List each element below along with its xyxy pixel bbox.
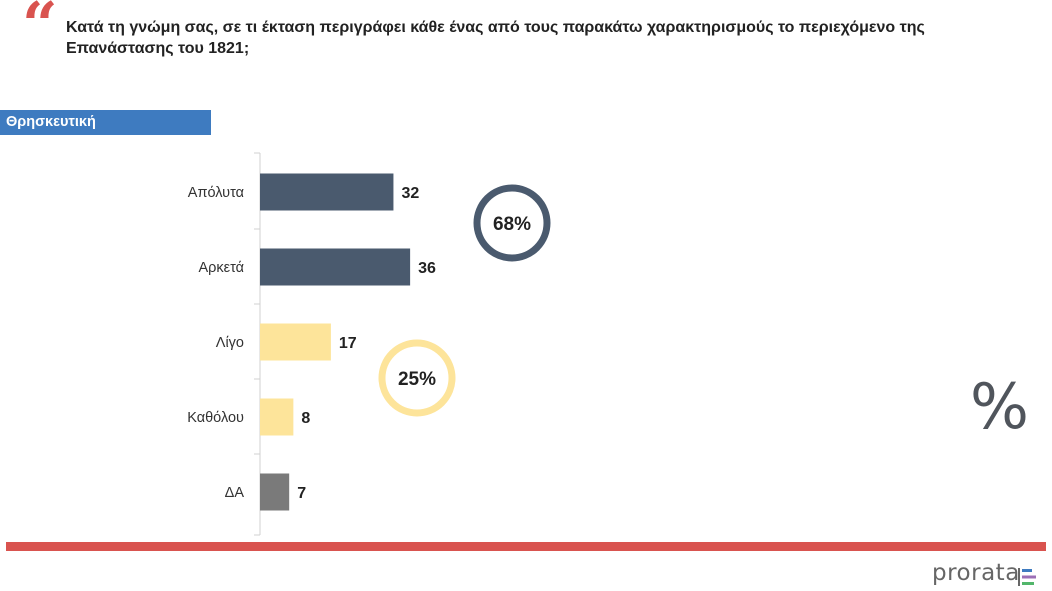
value-label: 36	[418, 260, 436, 277]
bar-chart: Απόλυτα Αρκετά Λίγο Καθόλου ΔΑ 32 36 17 8 7 68% 2…	[187, 152, 551, 536]
quote-mark-icon: “	[22, 0, 58, 61]
value-label: 32	[401, 185, 419, 202]
group-total-label: 68%	[493, 214, 531, 235]
group-total-label: 25%	[398, 369, 436, 390]
group-total-ring	[378, 339, 456, 417]
value-label: 17	[339, 335, 357, 352]
prorata-logo-mark-icon	[1018, 568, 1036, 586]
value-label: 7	[297, 485, 306, 502]
question-title: Κατά τη γνώμη σας, σε τι έκταση περιγράφ…	[66, 19, 925, 57]
category-label: Απόλυτα	[188, 185, 244, 201]
group-total-ring	[473, 184, 551, 262]
bar	[260, 248, 411, 286]
bar	[260, 473, 290, 511]
value-label: 8	[301, 410, 310, 427]
category-label: Καθόλου	[187, 410, 244, 426]
bar	[260, 323, 331, 361]
category-label: Λίγο	[216, 335, 244, 351]
footer-divider	[6, 542, 1046, 551]
category-label: Αρκετά	[198, 260, 244, 276]
category-label: ΔΑ	[225, 485, 245, 501]
percent-icon: %	[970, 370, 1029, 443]
prorata-logo: prorata	[932, 560, 1020, 586]
bar	[260, 398, 294, 436]
bar	[260, 173, 394, 211]
section-label: Θρησκευτική	[0, 110, 211, 135]
